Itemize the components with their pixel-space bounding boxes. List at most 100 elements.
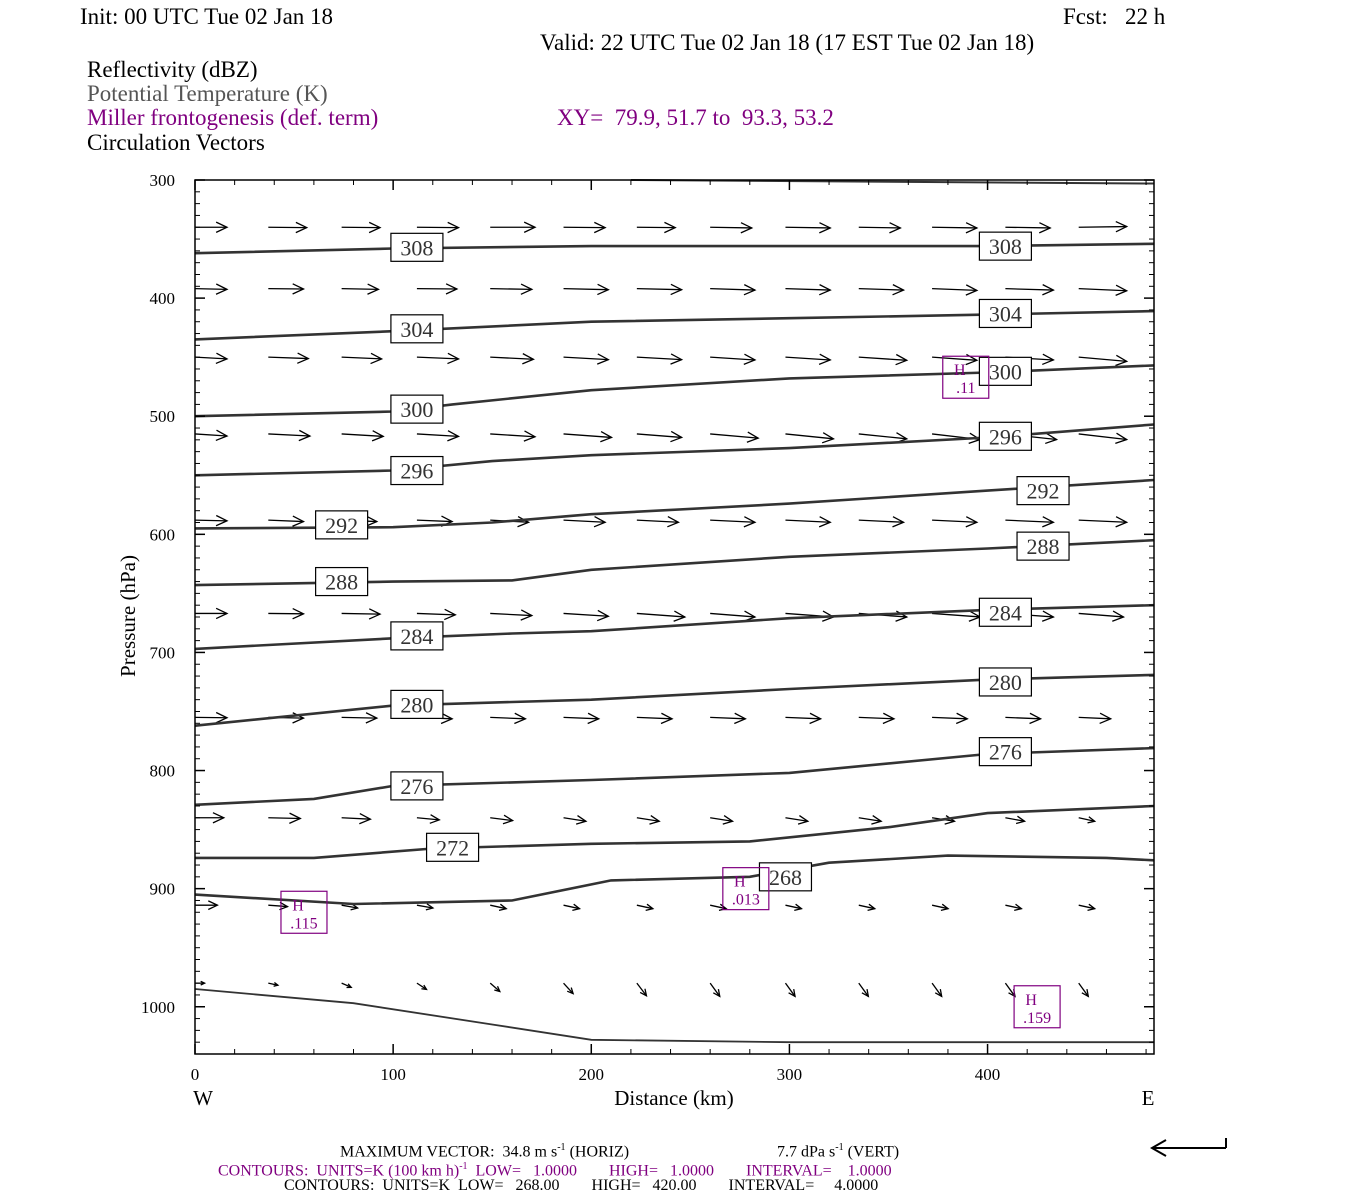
circulation-vector: [932, 222, 979, 234]
circulation-vector: [268, 352, 310, 364]
circulation-vector: [563, 353, 610, 365]
y-tick-label: 1000: [141, 998, 175, 1017]
circulation-vector: [784, 982, 796, 998]
circulation-vector: [1005, 712, 1043, 725]
frontogenesis-max-marker: H.11: [942, 355, 990, 399]
circulation-vector: [341, 812, 372, 825]
circulation-vector: [858, 982, 870, 998]
circulation-vector: [636, 516, 680, 528]
circulation-vector: [710, 815, 735, 825]
theta-contour-288: [194, 538, 1155, 587]
y-tick-label: 300: [150, 171, 176, 190]
contours-frontogenesis-info: CONTOURS: UNITS=K (100 km h)-1 LOW= 1.00…: [218, 1161, 892, 1180]
theta-label-box: [978, 356, 1032, 386]
theta-label: 284: [400, 624, 433, 649]
frontogenesis-max-marker: H.159: [1013, 985, 1061, 1029]
circulation-vector: [636, 982, 648, 997]
circulation-vector: [195, 900, 219, 911]
circulation-vector: [490, 712, 527, 725]
theta-label-box: [425, 832, 480, 862]
theta-label-box: [390, 455, 444, 486]
forecast-hour: Fcst: 22 h: [1063, 4, 1166, 29]
theta-label-box: [1016, 531, 1070, 561]
theta-label: 288: [1027, 534, 1060, 559]
valid-time: Valid: 22 UTC Tue 02 Jan 18 (17 EST Tue …: [540, 30, 1035, 55]
frontogenesis-max-value: .11: [956, 380, 975, 397]
circulation-vector: [710, 516, 757, 528]
circulation-vector: [1005, 516, 1055, 528]
circulation-vector: [563, 712, 601, 725]
theta-label-box: [978, 597, 1032, 627]
circulation-vector: [563, 903, 582, 911]
circulation-vector: [710, 284, 757, 296]
circulation-vector: [636, 430, 684, 443]
theta-label: 280: [400, 692, 433, 717]
y-tick-label: 600: [150, 525, 176, 544]
contour-label-layer: 308 308 304 304 300 300 296 296 292 292 288 288 284 2…: [315, 231, 1070, 892]
circulation-vector: [268, 982, 280, 987]
circulation-vector: [785, 903, 803, 911]
circulation-vector: [563, 516, 607, 528]
circulation-vector: [416, 982, 428, 991]
circulation-vector: [785, 432, 835, 444]
theta-label: 292: [1027, 479, 1060, 504]
frontogenesis-maxima-layer: H.115 H.013 H.11 H.159: [280, 355, 1061, 1029]
frontogenesis-max-marker: H.115: [280, 890, 328, 934]
y-tick-label: 700: [150, 643, 176, 662]
theta-label: 304: [400, 317, 433, 342]
circulation-vector: [932, 712, 969, 725]
reference-vector-icon: [1149, 1138, 1227, 1157]
circulation-vector: [268, 221, 309, 234]
circulation-vector: [1005, 222, 1052, 234]
circulation-vector: [490, 903, 508, 911]
circulation-vector: [636, 903, 655, 911]
circulation-vector: [563, 815, 588, 825]
frontogenesis-max-value: .013: [732, 892, 760, 909]
circulation-vector: [932, 284, 979, 296]
circulation-vector: [709, 982, 721, 998]
theta-label-box: [315, 566, 369, 597]
circulation-vector: [1005, 284, 1055, 296]
circulation-vector: [858, 222, 902, 234]
circulation-vector: [341, 283, 380, 295]
circulation-vector: [1078, 712, 1113, 725]
circulation-vector: [785, 353, 832, 365]
east-label: E: [1142, 1086, 1155, 1110]
circulation-vector: [1078, 903, 1097, 911]
theta-label: 288: [325, 570, 358, 595]
circulation-vector: [858, 712, 896, 725]
y-tick-label: 400: [150, 289, 176, 308]
circulation-vector: [194, 711, 229, 724]
circulation-vector: [785, 284, 832, 296]
circulation-vector: [194, 514, 229, 527]
circulation-vector: [710, 431, 760, 443]
field-circulation-vectors: Circulation Vectors: [87, 130, 265, 155]
circulation-vector: [416, 221, 461, 234]
circulation-vector: [489, 982, 501, 993]
circulation-vector: [268, 429, 312, 442]
circulation-vector: [416, 352, 461, 365]
theta-label-box: [390, 621, 444, 651]
theta-label: 308: [400, 235, 433, 260]
circulation-vector: [1078, 284, 1129, 296]
circulation-vector: [268, 901, 290, 911]
contours-theta-info: CONTOURS: UNITS=K LOW= 268.00 HIGH= 420.…: [284, 1177, 879, 1194]
circulation-vector: [1078, 516, 1129, 528]
y-tick-label: 500: [150, 407, 176, 426]
circulation-vector: [416, 430, 461, 442]
circulation-vector: [341, 982, 353, 989]
theta-contour-268: [194, 854, 1155, 906]
circulation-vector: [194, 429, 229, 442]
x-tick-label: 200: [579, 1065, 605, 1084]
circulation-vector: [416, 814, 441, 824]
circulation-vector: [636, 712, 674, 725]
frontogenesis-max-symbol: H: [734, 874, 746, 891]
theta-label: 292: [325, 513, 358, 538]
theta-label: 276: [989, 740, 1022, 765]
circulation-vector: [268, 812, 302, 824]
theta-contour-276: [194, 746, 1155, 807]
theta-label-box: [978, 231, 1032, 261]
circulation-vector: [1078, 816, 1097, 824]
circulation-vector: [858, 903, 877, 911]
